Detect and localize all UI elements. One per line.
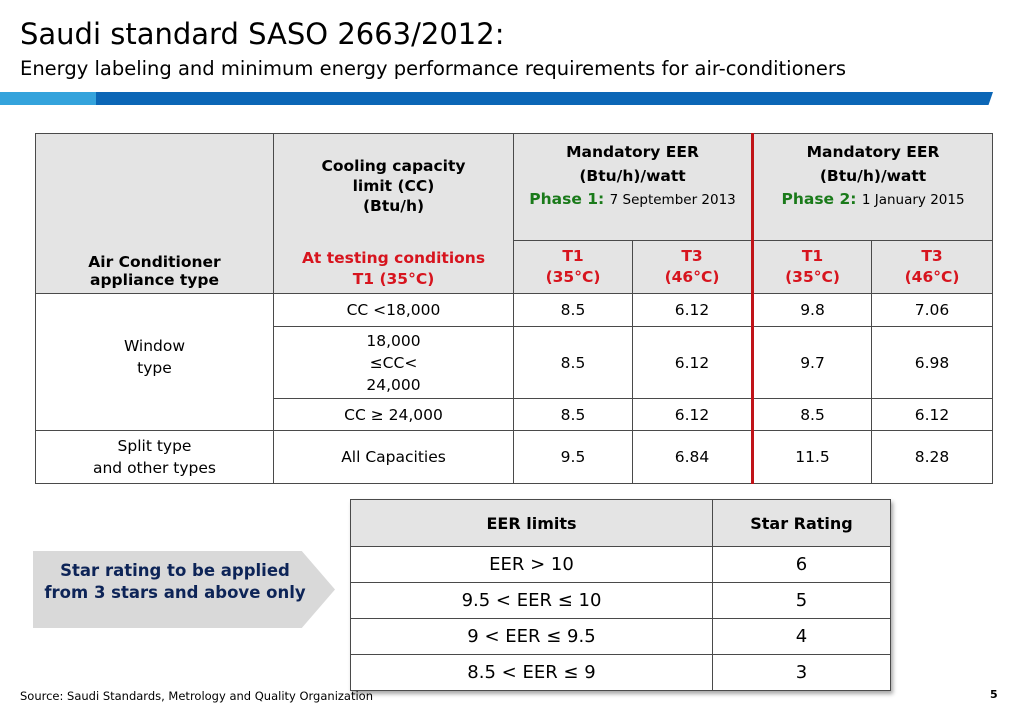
capacity-cell: All Capacities xyxy=(273,430,514,484)
subheader-p1-t1: T1 (35°C) xyxy=(513,240,633,294)
header-testing-conditions: At testing conditions T1 (35°C) xyxy=(301,249,486,288)
header-cooling-capacity: Cooling capacity limit (CC) (Btu/h) At t… xyxy=(273,133,514,294)
value-cell: 9.5 xyxy=(513,430,633,484)
header-eer-limits: EER limits xyxy=(350,499,713,547)
value-cell: 6.12 xyxy=(871,398,994,431)
eer-requirements-table: Air Conditioner appliance type Cooling c… xyxy=(35,133,994,484)
table-row: 9 < EER ≤ 9.5 4 xyxy=(350,618,891,655)
value-cell: 8.5 xyxy=(513,398,633,431)
value-cell: 8.5 xyxy=(513,293,633,327)
capacity-cell: CC <18,000 xyxy=(273,293,514,327)
window-type-label: Window type xyxy=(35,293,274,431)
phase2-date: 1 January 2015 xyxy=(861,192,965,208)
value-cell: 6.12 xyxy=(631,398,754,431)
table-row: Window type CC <18,000 8.5 6.12 9.8 7.06 xyxy=(35,293,994,431)
header-capacity-label: Cooling capacity limit (CC) (Btu/h) xyxy=(321,157,466,215)
subheader-p1-t3: T3 (46°C) xyxy=(631,240,754,294)
value-cell: 6.12 xyxy=(631,326,754,399)
value-cell: 9.7 xyxy=(751,326,873,399)
value-cell: 11.5 xyxy=(751,430,873,484)
header-appliance-type: Air Conditioner appliance type xyxy=(35,133,274,294)
eer-limit-cell: EER > 10 xyxy=(350,546,713,583)
star-cell: 6 xyxy=(712,546,891,583)
value-cell: 8.5 xyxy=(513,326,633,399)
value-cell: 6.84 xyxy=(631,430,754,484)
subheader-p2-t1: T1 (35°C) xyxy=(751,240,873,294)
value-cell: 6.98 xyxy=(871,326,994,399)
value-cell: 8.28 xyxy=(871,430,994,484)
header-bar-light xyxy=(0,92,96,105)
table-row: CC ≥ 24,000 8.5 6.12 8.5 6.12 xyxy=(36,398,994,431)
phase1-label: Phase 1: xyxy=(529,190,605,208)
star-cell: 3 xyxy=(712,654,891,691)
header-star-rating: Star Rating xyxy=(712,499,891,547)
star-rating-callout xyxy=(33,551,335,628)
callout-text: Star rating to be applied from 3 stars a… xyxy=(44,561,306,602)
eer-limit-cell: 8.5 < EER ≤ 9 xyxy=(350,654,713,691)
eer-limit-cell: 9 < EER ≤ 9.5 xyxy=(350,618,713,655)
table-row: 8.5 < EER ≤ 9 3 xyxy=(350,654,891,691)
table-row: 9.5 < EER ≤ 10 5 xyxy=(350,582,891,619)
table-row: EER > 10 6 xyxy=(350,546,891,583)
value-cell: 6.12 xyxy=(631,293,754,327)
table-row: Split type and other types All Capacitie… xyxy=(35,430,994,484)
phase1-date: 7 September 2013 xyxy=(609,192,736,208)
eer-limit-cell: 9.5 < EER ≤ 10 xyxy=(350,582,713,619)
header-bar-dark xyxy=(96,92,993,105)
split-type-label: Split type and other types xyxy=(35,430,274,484)
phase2-label: Phase 2: xyxy=(781,190,857,208)
star-cell: 4 xyxy=(712,618,891,655)
page-subtitle: Energy labeling and minimum energy perfo… xyxy=(20,57,847,80)
star-rating-table: EER limits Star Rating EER > 10 6 9.5 < … xyxy=(350,499,891,691)
value-cell: 9.8 xyxy=(751,293,873,327)
page-title: Saudi standard SASO 2663/2012: xyxy=(20,17,505,51)
capacity-cell: 18,000 ≤CC< 24,000 xyxy=(273,326,514,399)
header-phase1-group: Mandatory EER (Btu/h)/watt Phase 1: 7 Se… xyxy=(512,133,754,241)
value-cell: 7.06 xyxy=(871,293,994,327)
source-note: Source: Saudi Standards, Metrology and Q… xyxy=(20,689,374,703)
table-row: 18,000 ≤CC< 24,000 8.5 6.12 9.7 6.98 xyxy=(36,326,994,399)
header-phase2-group: Mandatory EER (Btu/h)/watt Phase 2: 1 Ja… xyxy=(751,133,994,241)
value-cell: 8.5 xyxy=(751,398,873,431)
star-cell: 5 xyxy=(712,582,891,619)
capacity-cell: CC ≥ 24,000 xyxy=(273,398,514,431)
subheader-p2-t3: T3 (46°C) xyxy=(871,240,994,294)
page-number: 5 xyxy=(990,688,998,701)
